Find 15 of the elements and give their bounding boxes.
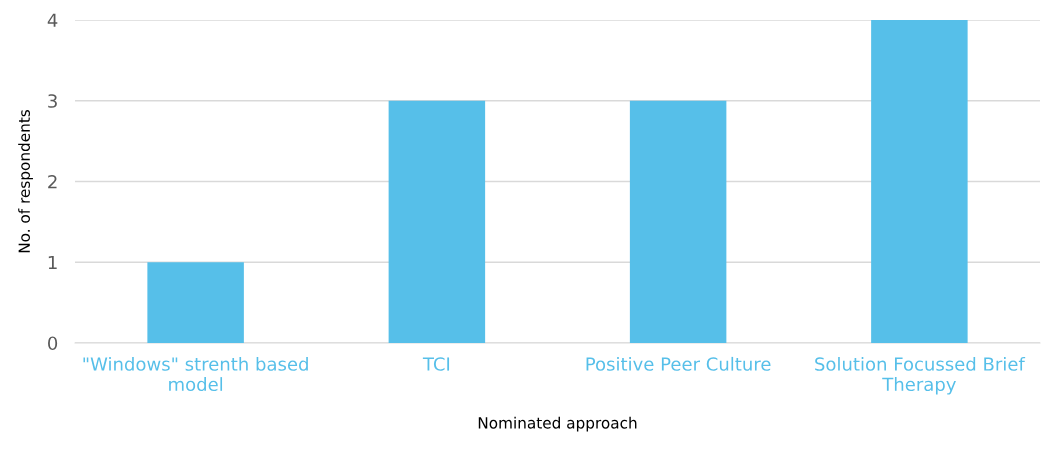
bar <box>629 100 727 343</box>
y-axis-title: No. of respondents <box>18 109 33 253</box>
y-tick-label: 4 <box>47 13 58 27</box>
bar <box>871 20 968 343</box>
y-tick-label: 1 <box>48 255 57 270</box>
bar <box>147 262 244 343</box>
y-tick-label: 3 <box>48 94 57 108</box>
x-tick-label: Solution Focussed Brief Therapy <box>815 356 1026 395</box>
x-tick-label: "Windows" strenth based model <box>83 356 308 392</box>
y-tick-label: 0 <box>48 336 58 351</box>
x-tick-label: TCI <box>422 357 450 371</box>
x-axis-title: Nominated approach <box>478 416 637 432</box>
bar <box>388 100 486 343</box>
y-tick-label: 2 <box>48 174 57 189</box>
x-tick-label: Positive Peer Culture <box>586 356 771 371</box>
